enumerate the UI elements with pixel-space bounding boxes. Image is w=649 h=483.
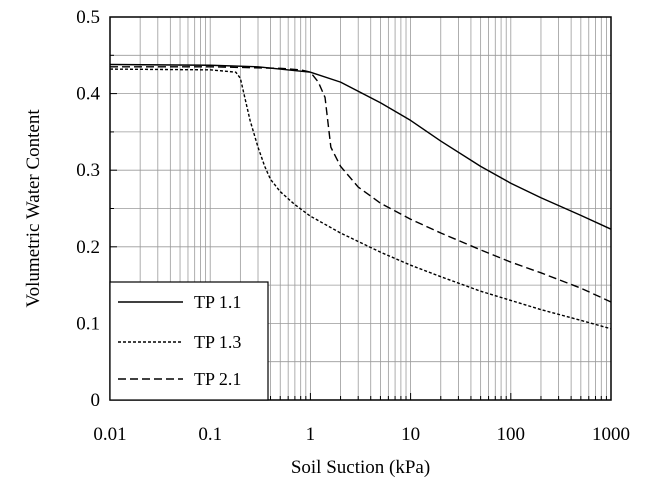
y-tick-labels: 0 0.1 0.2 0.3 0.4 0.5 — [76, 7, 100, 411]
legend-box — [109, 281, 269, 401]
x-tick-label: 0.01 — [93, 424, 126, 445]
gridlines — [109, 16, 611, 401]
y-tick-label: 0.5 — [76, 7, 100, 28]
series-layer — [109, 63, 612, 330]
y-tick-label: 0.2 — [76, 237, 100, 258]
x-tick-label: 1 — [306, 424, 316, 445]
legend: TP 1.1 TP 1.3 TP 2.1 — [109, 281, 269, 401]
y-tick-label: 0.4 — [76, 84, 100, 105]
legend-label-1: TP 1.1 — [194, 292, 241, 312]
x-tick-label: 10 — [401, 424, 420, 445]
y-tick-label: 0 — [91, 390, 101, 411]
legend-label-3: TP 2.1 — [194, 369, 241, 389]
y-axis-label: Volumetric Water Content — [23, 109, 44, 308]
x-tick-label: 0.1 — [198, 424, 222, 445]
y-tick-label: 0.1 — [76, 313, 100, 334]
x-tick-label: 1000 — [592, 424, 630, 445]
x-axis-label: Soil Suction (kPa) — [291, 457, 430, 478]
x-tick-label: 100 — [497, 424, 526, 445]
y-tick-label: 0.3 — [76, 160, 100, 181]
legend-label-2: TP 1.3 — [194, 332, 241, 352]
series-line-3 — [110, 66, 612, 303]
x-tick-labels: 0.01 0.1 1 10 100 1000 — [93, 424, 630, 445]
series-line-1 — [109, 63, 612, 230]
series-line-2 — [109, 68, 612, 330]
